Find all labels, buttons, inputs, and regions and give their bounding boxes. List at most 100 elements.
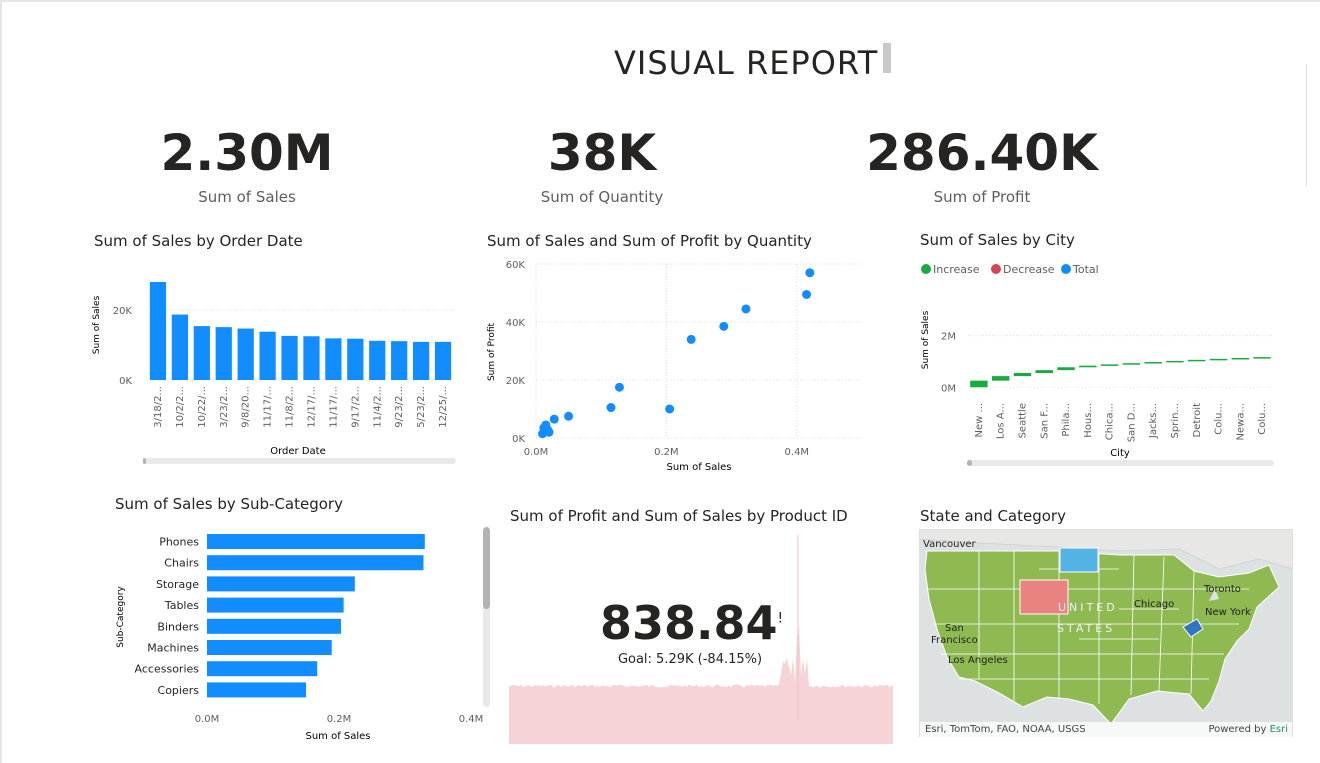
legend-label: Increase xyxy=(933,263,980,276)
y-tick-label: 0M xyxy=(941,383,956,394)
kpi-sales-value: 2.30M xyxy=(160,124,334,182)
highlight-state-wyoming[interactable] xyxy=(1019,579,1069,615)
scrollbar-thumb[interactable] xyxy=(143,458,146,464)
x-tick-label: 0.4M xyxy=(459,714,484,725)
x-tick-label: 10/2/2... xyxy=(175,386,186,428)
waterfall-bar[interactable] xyxy=(1209,358,1228,361)
scatter-point[interactable] xyxy=(665,404,675,414)
x-axis-label: City xyxy=(1110,448,1130,459)
kpi-profit-value: 286.40K xyxy=(866,124,1098,182)
bar[interactable] xyxy=(237,328,254,380)
chart-title-order-date: Sum of Sales by Order Date xyxy=(94,232,303,250)
bar[interactable] xyxy=(207,682,306,698)
state-category-map[interactable]: Vancouver Toronto Chicago New York San F… xyxy=(919,529,1293,737)
x-tick-label: Los A... xyxy=(996,403,1007,439)
highlight-state-north-dakota[interactable] xyxy=(1059,547,1099,573)
kpi-trend-area xyxy=(509,535,893,744)
map-label-vancouver: Vancouver xyxy=(923,539,977,550)
x-tick-label: 11/8/2... xyxy=(285,386,296,428)
bar[interactable] xyxy=(281,335,298,380)
x-axis-label: Order Date xyxy=(270,446,326,457)
x-tick-label: Newa... xyxy=(1235,403,1246,440)
scatter-point[interactable] xyxy=(549,414,559,424)
y-axis-label: Sum of Sales xyxy=(921,310,931,369)
waterfall-bar[interactable] xyxy=(1166,360,1184,363)
x-tick-label: 0.2M xyxy=(654,447,679,458)
bar[interactable] xyxy=(207,618,341,634)
x-tick-label: Sprin... xyxy=(1170,403,1181,438)
chart-title-city: Sum of Sales by City xyxy=(920,231,1075,249)
waterfall-bar[interactable] xyxy=(1013,373,1032,377)
scatter-point[interactable] xyxy=(544,427,554,437)
bar[interactable] xyxy=(369,340,386,380)
x-tick-label: 9/23/2... xyxy=(394,386,405,428)
map-powered-by[interactable]: Powered by Esri xyxy=(1208,722,1288,738)
scatter-point[interactable] xyxy=(741,304,751,314)
y-tick-label: Machines xyxy=(147,642,199,655)
bar[interactable] xyxy=(325,338,342,380)
bar[interactable] xyxy=(303,336,320,380)
scatter-point[interactable] xyxy=(802,289,812,299)
bar[interactable] xyxy=(171,314,189,380)
horizontal-scrollbar[interactable] xyxy=(143,458,456,464)
scatter-point[interactable] xyxy=(614,382,624,392)
bar[interactable] xyxy=(207,555,424,571)
bar[interactable] xyxy=(434,341,452,380)
kpi-profit-label: Sum of Profit xyxy=(933,188,1031,206)
bar[interactable] xyxy=(412,341,430,380)
horizontal-scrollbar[interactable] xyxy=(967,460,1274,466)
x-tick-label: Seattle xyxy=(1017,403,1028,438)
bar[interactable] xyxy=(207,597,344,613)
scatter-point[interactable] xyxy=(564,411,574,421)
waterfall-bar[interactable] xyxy=(970,380,988,388)
bar[interactable] xyxy=(391,341,408,380)
scatter-point[interactable] xyxy=(686,334,696,344)
highlight-state-west-virginia[interactable] xyxy=(1182,618,1204,638)
kpi-card-title: Sum of Profit and Sum of Sales by Produc… xyxy=(510,507,848,525)
x-tick-label: 0.0M xyxy=(195,714,220,725)
bar[interactable] xyxy=(207,534,425,549)
bar[interactable] xyxy=(207,661,318,677)
bar[interactable] xyxy=(207,576,355,592)
scatter-point[interactable] xyxy=(805,268,815,278)
waterfall-bar[interactable] xyxy=(1079,365,1097,368)
x-tick-label: Detroit xyxy=(1192,403,1203,438)
map-powered-label: Powered by xyxy=(1208,724,1270,735)
scrollbar-thumb[interactable] xyxy=(967,460,972,466)
map-canvas: Vancouver Toronto Chicago New York San F… xyxy=(919,529,1293,737)
y-axis-label: Sub-Category xyxy=(116,586,126,648)
legend-marker xyxy=(1061,264,1071,274)
bar[interactable] xyxy=(149,282,167,380)
x-tick-label: San F... xyxy=(1039,403,1050,439)
waterfall-bar[interactable] xyxy=(1188,359,1206,362)
y-axis-label: Sum of Sales xyxy=(92,295,102,354)
waterfall-bar[interactable] xyxy=(1057,367,1075,371)
bar[interactable] xyxy=(347,338,364,380)
waterfall-bar[interactable] xyxy=(1100,364,1119,366)
waterfall-bar[interactable] xyxy=(991,376,1010,381)
title-selection-handle xyxy=(883,43,891,73)
x-tick-label: 3/23/2... xyxy=(219,386,230,428)
waterfall-bar[interactable] xyxy=(1253,357,1271,359)
order-date-chart: 0K 20K 3/18/2... 10/2/2... 10/22/... 3/23/2.… xyxy=(92,282,456,464)
subcategory-bar-chart: Phones Chairs Storage Tables Binders Machines… xyxy=(116,527,490,742)
scatter-point[interactable] xyxy=(606,403,616,413)
scrollbar-thumb[interactable] xyxy=(483,527,490,609)
bar[interactable] xyxy=(207,640,332,655)
kpi-card-flag: ! xyxy=(777,610,784,627)
kpi-card-value: 838.84! xyxy=(600,596,783,650)
x-tick-label: 12/17/... xyxy=(306,386,317,428)
chart-title-subcategory: Sum of Sales by Sub-Category xyxy=(115,495,343,513)
waterfall-bar[interactable] xyxy=(1231,357,1250,360)
waterfall-bar[interactable] xyxy=(1035,370,1053,374)
bar[interactable] xyxy=(215,327,232,380)
map-label-chicago: Chicago xyxy=(1134,599,1174,610)
y-tick-label: Chairs xyxy=(164,557,199,570)
waterfall-bar[interactable] xyxy=(1144,362,1162,364)
bar[interactable] xyxy=(193,326,210,380)
city-waterfall-chart: Increase Decrease Total 0M 2M New ... Los A.… xyxy=(921,263,1274,466)
scatter-point[interactable] xyxy=(719,321,729,331)
bar[interactable] xyxy=(259,331,276,380)
waterfall-bar[interactable] xyxy=(1122,363,1141,365)
